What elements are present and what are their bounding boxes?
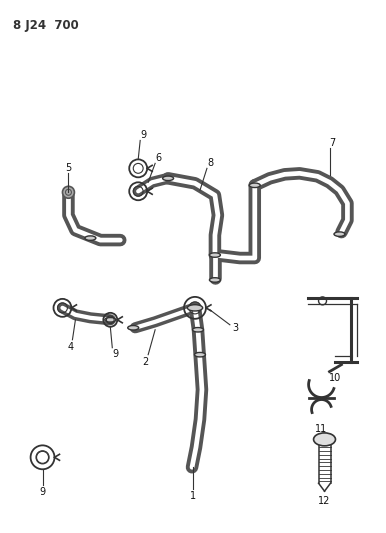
Ellipse shape bbox=[128, 326, 139, 330]
Text: 10: 10 bbox=[329, 373, 342, 383]
Text: 11: 11 bbox=[315, 424, 328, 434]
Text: 9: 9 bbox=[39, 487, 46, 497]
Text: 6: 6 bbox=[155, 154, 161, 164]
Text: 4: 4 bbox=[68, 342, 73, 352]
Text: 9: 9 bbox=[140, 131, 146, 141]
Text: 8 J24  700: 8 J24 700 bbox=[13, 19, 78, 32]
Circle shape bbox=[63, 187, 74, 198]
Ellipse shape bbox=[187, 305, 203, 311]
Text: 12: 12 bbox=[318, 496, 331, 506]
Text: 9: 9 bbox=[112, 349, 119, 359]
Ellipse shape bbox=[210, 253, 220, 257]
Ellipse shape bbox=[163, 176, 174, 181]
Text: 8: 8 bbox=[207, 158, 213, 168]
Text: 3: 3 bbox=[233, 323, 239, 333]
Ellipse shape bbox=[195, 352, 205, 357]
Ellipse shape bbox=[334, 232, 345, 236]
Text: 1: 1 bbox=[190, 491, 196, 501]
Ellipse shape bbox=[105, 318, 116, 322]
Text: 2: 2 bbox=[142, 357, 148, 367]
Ellipse shape bbox=[210, 278, 220, 282]
Ellipse shape bbox=[193, 328, 203, 332]
Ellipse shape bbox=[85, 236, 96, 240]
Text: 5: 5 bbox=[65, 163, 71, 173]
Ellipse shape bbox=[313, 433, 335, 446]
Ellipse shape bbox=[249, 183, 260, 188]
Text: 7: 7 bbox=[329, 139, 335, 149]
